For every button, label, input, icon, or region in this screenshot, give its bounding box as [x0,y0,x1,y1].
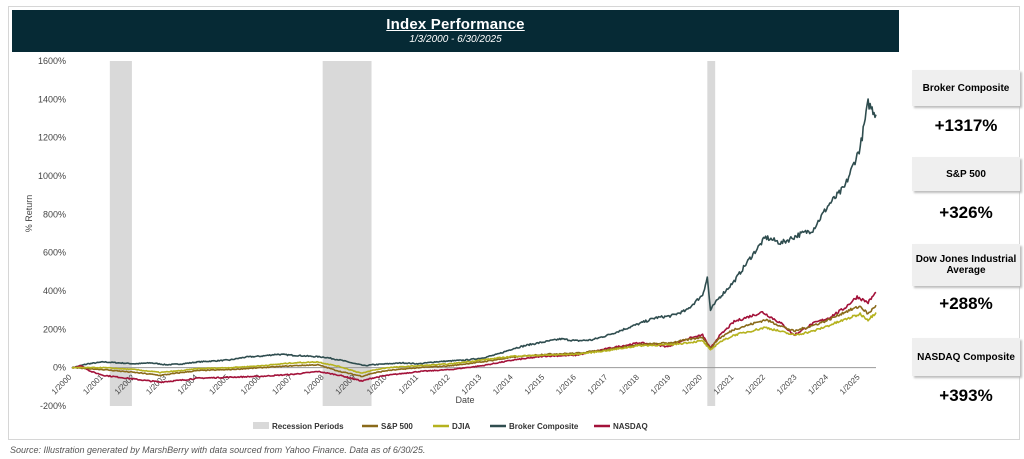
sp500-summary-label: S&P 500 [912,157,1020,191]
sp500-summary: S&P 500 +326% [912,157,1020,223]
broker-summary-label: Broker Composite [912,70,1020,106]
x-tick-label: 1/2017 [586,372,610,396]
broker-summary-value: +1317% [934,116,998,135]
x-tick-label: 1/2021 [712,372,736,396]
x-tick-label: 1/2023 [775,372,799,396]
chart-title: Index Performance [386,16,525,33]
x-tick-label: 1/2008 [302,372,326,396]
y-tick-label: 1400% [38,94,66,104]
chart-header: Index Performance 1/3/2000 - 6/30/2025 [12,10,899,52]
x-tick-label: 1/2001 [81,372,105,396]
djia-series-line [71,312,877,374]
chart-frame [8,6,1020,440]
nasdaq-summary-label: NASDAQ Composite [912,338,1020,376]
legend-label: Broker Composite [509,422,579,431]
y-tick-label: -200% [40,401,66,411]
x-tick-label: 1/2013 [460,372,484,396]
chart-subtitle: 1/3/2000 - 6/30/2025 [409,34,502,45]
legend-swatch-recession [253,422,269,429]
broker-series-line [71,98,877,369]
y-tick-label: 1600% [38,56,66,66]
x-tick-label: 1/2015 [523,372,547,396]
x-tick-label: 1/2003 [144,372,168,396]
sp500-summary-value: +326% [939,203,993,222]
y-tick-label: 0% [53,363,66,373]
djia-summary-label: Dow Jones Industrial Average [912,244,1020,286]
x-tick-label: 1/2004 [176,372,200,396]
y-tick-label: 600% [43,248,66,258]
y-tick-label: 1200% [38,133,66,143]
legend-label: DJIA [452,422,470,431]
nasdaq-summary: NASDAQ Composite +393% [912,338,1020,406]
x-tick-label: 1/2018 [617,372,641,396]
nasdaq-series-line [71,291,877,384]
y-tick-label: 400% [43,286,66,296]
x-tick-label: 1/2012 [428,372,452,396]
source-note: Source: Illustration generated by MarshB… [10,445,426,455]
x-tick-label: 1/2000 [50,372,74,396]
recession-band [322,61,372,406]
x-tick-label: 1/2014 [491,372,515,396]
x-tick-label: 1/2025 [838,372,862,396]
legend-label: Recession Periods [272,422,344,431]
djia-summary-value: +288% [939,294,993,313]
x-tick-label: 1/2011 [397,372,421,396]
x-tick-label: 1/2022 [743,372,767,396]
x-tick-label: 1/2016 [554,372,578,396]
x-tick-label: 1/2005 [207,372,231,396]
y-tick-label: 800% [43,209,66,219]
x-axis-title: Date [455,395,474,405]
y-tick-label: 200% [43,324,66,334]
y-tick-label: 1000% [38,171,66,181]
x-tick-label: 1/2019 [649,372,673,396]
y-axis-title: % Return [24,195,34,233]
recession-band [707,61,716,406]
legend-label: S&P 500 [381,422,413,431]
djia-summary: Dow Jones Industrial Average +288% [912,244,1020,314]
x-tick-label: 1/2020 [680,372,704,396]
x-tick-label: 1/2024 [806,372,830,396]
broker-summary: Broker Composite +1317% [912,70,1020,136]
nasdaq-summary-value: +393% [939,386,993,405]
recession-band [109,61,132,406]
sp500-series-line [71,304,877,378]
legend-label: NASDAQ [613,422,648,431]
